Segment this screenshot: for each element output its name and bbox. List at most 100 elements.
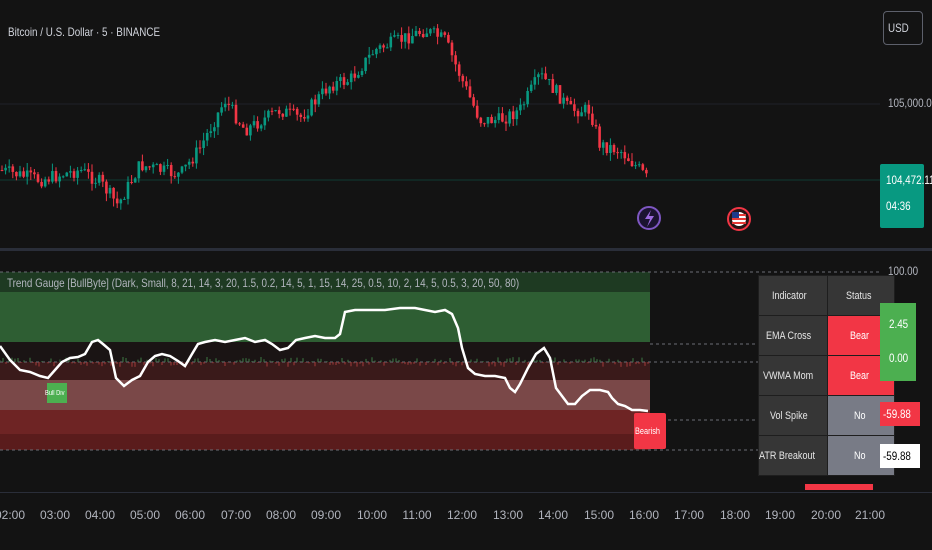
last-price: 104,472.11 (886, 173, 932, 187)
candle (598, 126, 601, 148)
candle (501, 113, 504, 122)
candle (400, 35, 403, 42)
candle (583, 104, 587, 113)
candle (349, 73, 353, 83)
candle (51, 171, 54, 182)
candle (155, 164, 159, 166)
candle (519, 104, 522, 111)
candle (119, 199, 123, 204)
time-tick: 07:00 (220, 508, 252, 522)
time-tick: 08:00 (265, 508, 297, 522)
candles (0, 24, 648, 210)
candle (443, 32, 447, 35)
trend-gauge-pane[interactable] (0, 258, 880, 490)
candle (234, 104, 238, 124)
candle (331, 86, 335, 91)
table-row: EMA Cross Bear (757, 315, 896, 356)
time-axis[interactable]: 02:00 03:00 04:00 05:00 06:00 07:00 08:0… (0, 508, 932, 538)
bear-zone-light (0, 380, 650, 410)
candle (457, 64, 461, 76)
indicator-title[interactable]: Trend Gauge [BullByte] (Dark, Small, 8, … (7, 276, 520, 290)
bull-zone-top (0, 272, 650, 292)
candle (238, 123, 241, 125)
time-tick: 20:00 (810, 508, 842, 522)
time-tick: 21:00 (854, 508, 886, 522)
candle (576, 110, 580, 117)
candle (223, 103, 227, 108)
candle (162, 165, 166, 172)
us-flag-event-icon[interactable] (727, 207, 751, 231)
candle (342, 77, 346, 85)
candle (432, 28, 436, 30)
time-tick: 03:00 (39, 508, 71, 522)
candle (22, 171, 25, 177)
time-tick: 04:00 (84, 508, 116, 522)
candle (184, 164, 187, 167)
time-tick: 11:00 (402, 508, 432, 522)
time-tick: 18:00 (719, 508, 751, 522)
candle (630, 161, 634, 167)
candle (277, 110, 281, 114)
candle (97, 174, 101, 183)
candle (76, 170, 79, 178)
candle (483, 123, 486, 125)
gauge-value-tag: 2.45 0.00 (880, 303, 916, 381)
candle (591, 113, 594, 125)
candle (267, 110, 270, 118)
last-price-tag: 104,472.11 04:36 (880, 164, 932, 228)
candle (580, 112, 583, 117)
candle (144, 166, 148, 171)
candle (130, 181, 133, 183)
candle (537, 74, 540, 78)
candle (169, 165, 173, 177)
candle (205, 132, 209, 141)
candle (94, 182, 97, 184)
candle (295, 108, 299, 115)
candle (335, 80, 339, 91)
currency-button[interactable]: USD (883, 11, 923, 45)
indicator-axis-top: 100.00 (888, 264, 919, 278)
candle (313, 99, 317, 105)
gauge-white-tag: -59.88 (880, 444, 920, 468)
candle (558, 85, 562, 104)
pane-separator[interactable] (0, 248, 932, 251)
candle (216, 112, 220, 128)
candle (439, 32, 443, 37)
candle (544, 73, 547, 80)
candle (612, 145, 616, 153)
candle (450, 42, 454, 56)
candle (508, 111, 511, 124)
candle (61, 176, 65, 178)
candle (245, 127, 249, 136)
candle (259, 125, 263, 129)
price-chart[interactable] (0, 0, 880, 248)
candle (202, 140, 205, 148)
candle (454, 55, 457, 65)
time-tick: 15:00 (583, 508, 615, 522)
candle (540, 73, 544, 75)
candle (403, 33, 407, 42)
time-tick: 02:00 (0, 508, 26, 522)
bearish-label: Bearish (634, 413, 666, 449)
candle (522, 104, 526, 106)
candle (310, 99, 313, 116)
lightning-event-icon[interactable] (637, 206, 661, 230)
candle (472, 97, 475, 106)
candle (533, 77, 537, 85)
candle (645, 169, 648, 174)
candle (69, 171, 72, 173)
candle (418, 30, 421, 34)
candle (486, 116, 490, 124)
candle (209, 131, 213, 133)
candle (151, 164, 155, 168)
neutral-zone (0, 342, 650, 362)
gauge-red-tag: -59.88 (880, 402, 920, 426)
candle (112, 187, 115, 199)
candle (0, 170, 4, 171)
candle (126, 181, 130, 199)
candle (562, 97, 565, 104)
candle (569, 100, 573, 105)
candle (529, 84, 533, 91)
candle (40, 181, 43, 187)
candle (25, 170, 29, 177)
